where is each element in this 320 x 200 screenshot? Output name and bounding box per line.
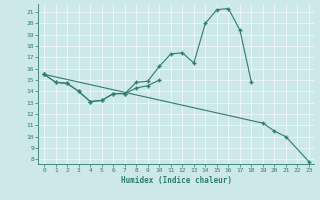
X-axis label: Humidex (Indice chaleur): Humidex (Indice chaleur) <box>121 176 231 185</box>
